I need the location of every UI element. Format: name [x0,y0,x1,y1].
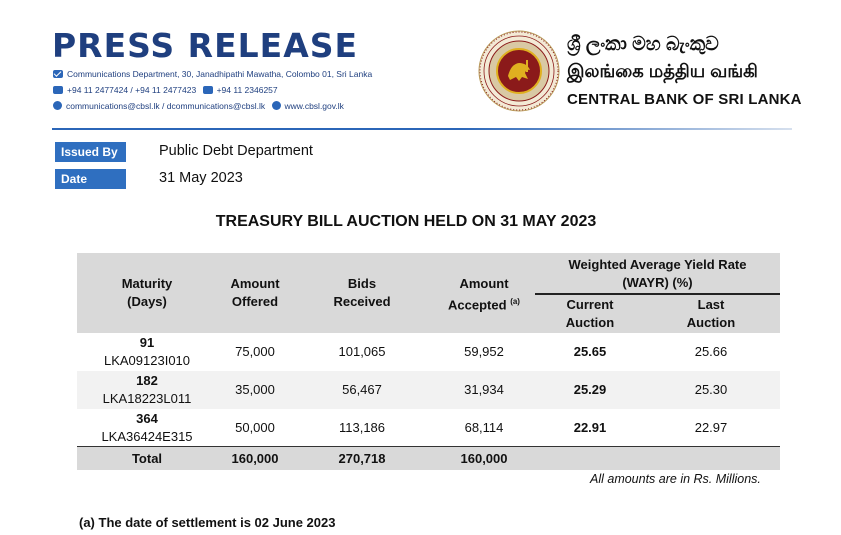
current-auction-header: Current Auction [565,297,615,330]
table-row-maturity: 91 LKA09123I010 [103,335,191,368]
table-total-band [77,447,780,470]
at-icon [53,101,62,111]
amount-accepted-header: Amount Accepted (a) [448,276,520,313]
globe-icon [271,101,281,111]
total-label: Total [131,451,163,466]
bank-name-english: CENTRAL BANK OF SRI LANKA [567,91,802,108]
amounts-note: All amounts are in Rs. Millions. [590,472,761,486]
table-cell-current: 25.65 [573,344,607,359]
table-cell-offered: 75,000 [235,344,275,359]
table-cell-accepted: 31,934 [464,382,504,397]
date-value: 31 May 2023 [159,170,243,186]
bank-name-sinhala: ශ්‍රී ලංකා මහ බැංකුව [567,34,719,55]
table-cell-bids: 56,467 [342,382,382,397]
bank-name-tamil: இலங்கை மத்திய வங்கி [567,61,758,81]
address-line: Communications Department, 30, Janadhipa… [53,68,372,79]
total-accepted: 160,000 [460,451,508,466]
amount-offered-header: Amount Offered [230,276,280,309]
fax-text: +94 11 2346257 [216,84,278,95]
fax-icon [202,85,213,94]
total-rule [77,446,780,447]
table-cell-bids: 113,186 [338,420,386,435]
header-divider [52,128,792,130]
bids-received-header: Bids Received [333,276,391,309]
last-auction-header: Last Auction [686,297,736,330]
section-heading: TREASURY BILL AUCTION HELD ON 31 MAY 202… [215,213,597,230]
table-cell-last: 25.66 [694,344,728,359]
settlement-note: (a) The date of settlement is 02 June 20… [79,515,336,530]
phone-line: +94 11 2477424 / +94 11 2477423 +94 11 2… [53,84,278,95]
table-cell-last: 25.30 [694,382,728,397]
table-cell-offered: 50,000 [235,420,275,435]
total-offered: 160,000 [231,451,279,466]
table-cell-current: 25.29 [573,382,607,397]
maturity-header: Maturity (Days) [121,276,173,309]
issued-by-value: Public Debt Department [159,143,313,159]
wayr-header-rule [535,293,780,295]
mail-icon [53,69,63,78]
date-label: Date [55,169,126,189]
central-bank-seal-logo [478,30,560,112]
table-cell-accepted: 68,114 [464,420,504,435]
email-text[interactable]: communications@cbsl.lk / dcommunications… [66,100,266,111]
table-cell-bids: 101,065 [338,344,386,359]
table-cell-offered: 35,000 [235,382,275,397]
wayr-header: Weighted Average Yield Rate (WAYR) (%) [568,257,747,290]
table-cell-accepted: 59,952 [464,344,504,359]
total-bids: 270,718 [338,451,386,466]
issued-by-label: Issued By [55,142,126,162]
table-row-maturity: 182 LKA18223L011 [102,373,192,406]
email-line: communications@cbsl.lk / dcommunications… [53,100,344,111]
phone-text: +94 11 2477424 / +94 11 2477423 [67,84,197,95]
page-title: PRESS RELEASE [52,26,359,65]
table-row-band [77,371,780,409]
table-cell-last: 22.97 [694,420,728,435]
website-link[interactable]: www.cbsl.gov.lk [284,100,344,111]
table-cell-current: 22.91 [573,420,607,435]
phone-icon [53,85,63,94]
table-row-maturity: 364 LKA36424E315 [101,411,193,444]
